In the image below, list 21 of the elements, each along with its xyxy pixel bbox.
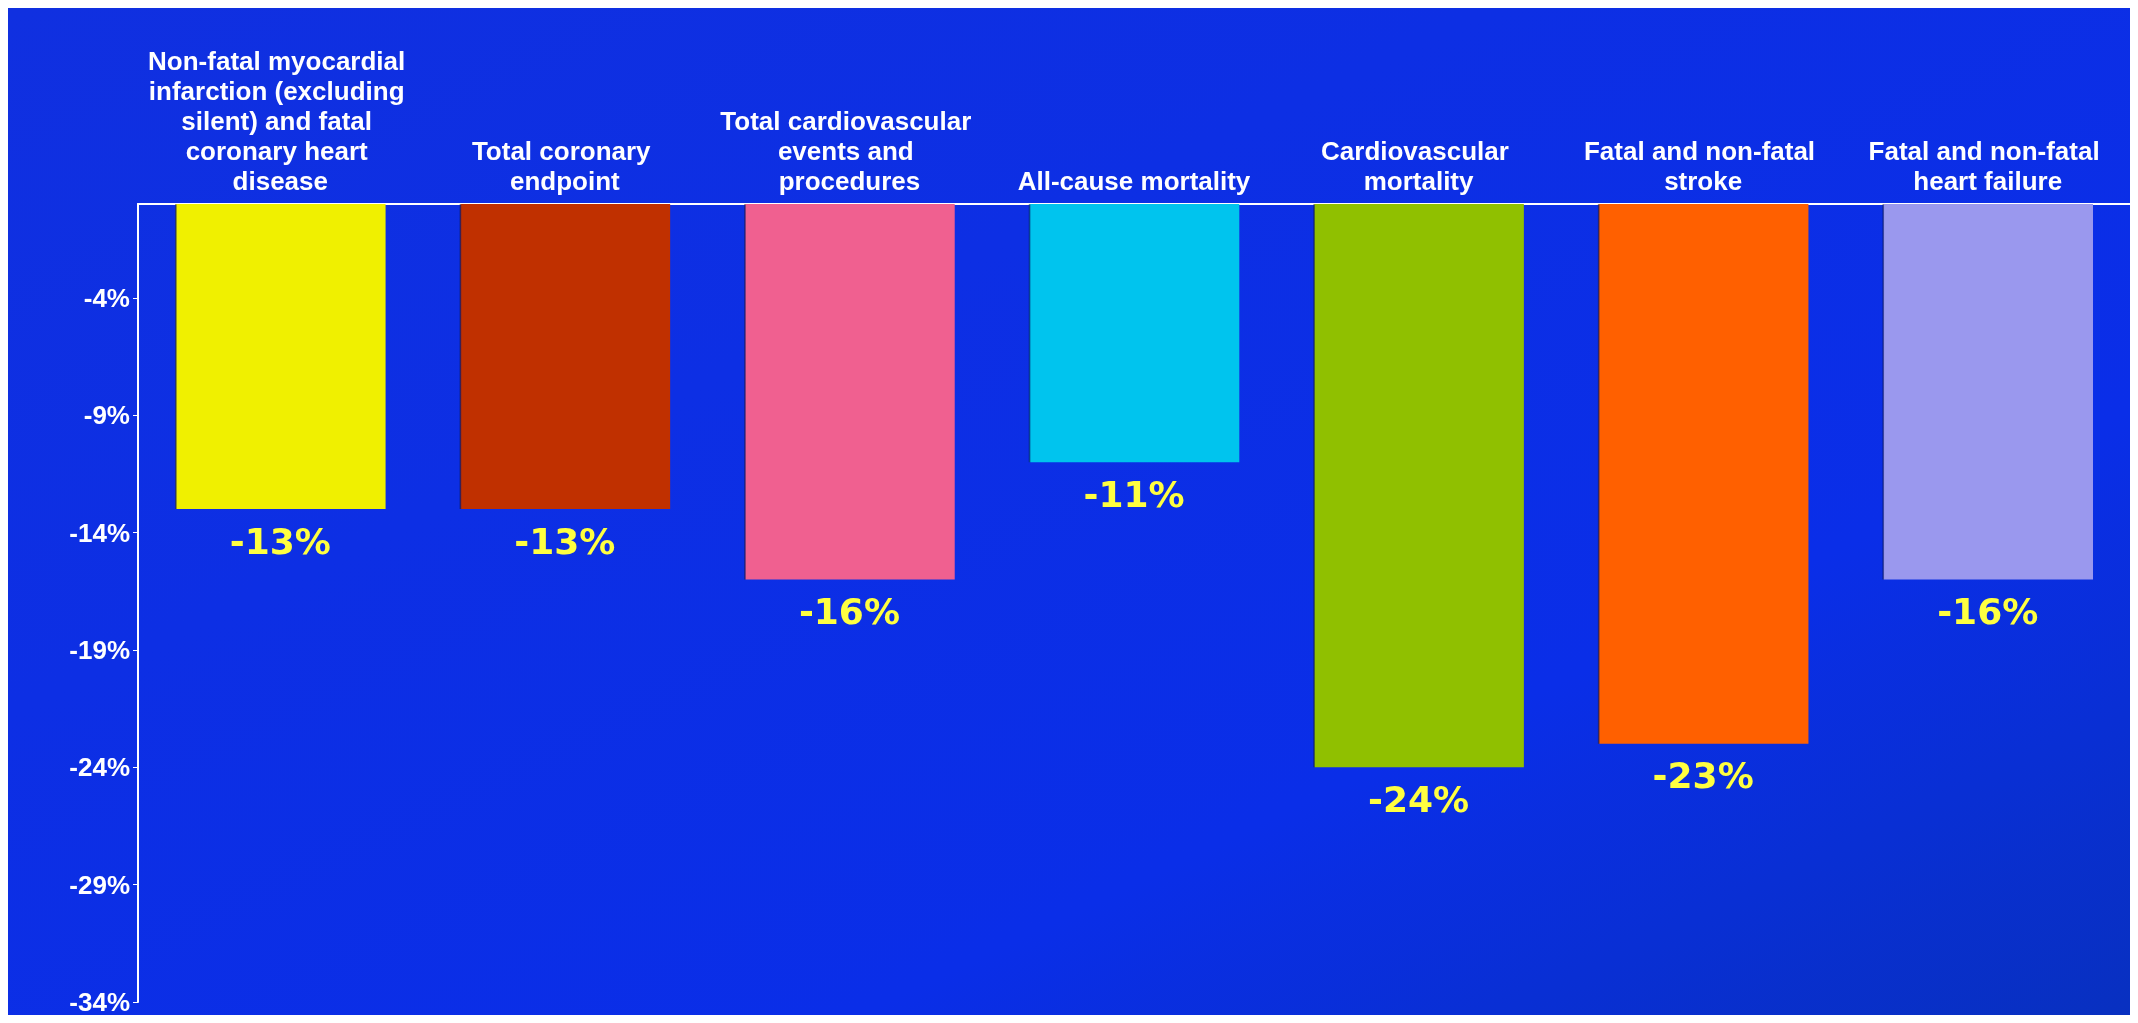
x-tick-label: Total coronary endpoint <box>471 136 658 196</box>
data-label: -13% <box>229 520 331 562</box>
y-tick-label: -29% <box>69 869 130 900</box>
data-label: -16% <box>798 591 900 633</box>
x-tick-label: Non-fatal myocardial infarction (excluding silent) and fatal coronary heart disease <box>148 46 413 196</box>
y-tick-label: -24% <box>69 752 130 783</box>
y-tick-label: -9% <box>83 400 130 431</box>
data-label: -24% <box>1368 778 1470 820</box>
x-tick-label: All-cause mortality <box>1017 166 1251 196</box>
data-label: -13% <box>514 520 616 562</box>
x-tick-label: Fatal and non-fatal heart failure <box>1868 136 2107 196</box>
data-label: -16% <box>1937 591 2039 633</box>
y-tick-label: -4% <box>83 282 130 313</box>
data-label: -11% <box>1083 473 1185 515</box>
y-tick-label: -34% <box>69 987 130 1017</box>
x-tick-label: Total cardiovascular events and procedures <box>720 106 979 196</box>
data-label: -23% <box>1652 755 1754 797</box>
y-tick-label: -14% <box>69 517 130 548</box>
y-tick-label: -19% <box>69 634 130 665</box>
x-tick-label: Cardiovascular mortality <box>1321 136 1517 196</box>
x-tick-label: Fatal and non-fatal stroke <box>1583 136 1823 196</box>
